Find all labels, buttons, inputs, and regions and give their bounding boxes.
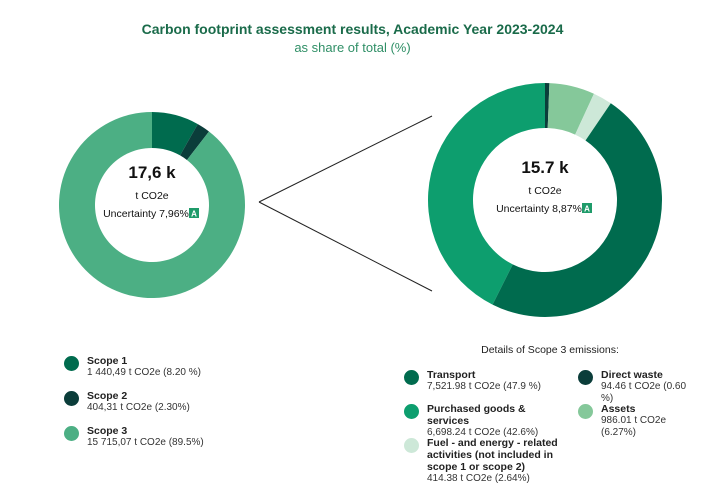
legend-title: Details of Scope 3 emissions: bbox=[481, 344, 619, 356]
donut-segment bbox=[59, 112, 246, 298]
badge bbox=[189, 208, 199, 218]
legend-name: Direct waste bbox=[601, 369, 663, 381]
legend-swatch bbox=[64, 426, 79, 441]
legend-text: Transport 7,521.98 t CO2e (47.9 %) bbox=[427, 369, 541, 393]
legend-name: Transport bbox=[427, 369, 476, 381]
donut-segment bbox=[547, 83, 594, 135]
center-unit: t CO2e bbox=[135, 190, 168, 202]
legend-item: Fuel - and energy - related activities (… bbox=[404, 437, 559, 485]
legend-text: Scope 2 404,31 t CO2e (2.30%) bbox=[87, 390, 190, 414]
legend-swatch bbox=[578, 370, 593, 385]
subtitle: as share of total (%) bbox=[294, 40, 411, 55]
donut-segment bbox=[545, 83, 550, 129]
value-label: 986.01 t CO2e (6.27%) bbox=[601, 415, 667, 438]
legend-text: Purchased goods & services 6,698.24 t CO2… bbox=[427, 403, 559, 439]
uncertainty: Uncertainty 8,87% bbox=[496, 203, 582, 215]
legend-swatch bbox=[64, 391, 79, 406]
value-label: 94.46 t CO2e (0.60 %) bbox=[601, 381, 687, 404]
value-label: 404,31 t CO2e (2.30%) bbox=[87, 402, 190, 413]
legend-name: Fuel - and energy - related activities (… bbox=[427, 437, 558, 473]
connector bbox=[258, 201, 433, 292]
legend-item: Direct waste 94.46 t CO2e (0.60 %) bbox=[578, 369, 698, 405]
legend-item: Scope 2 404,31 t CO2e (2.30%) bbox=[64, 390, 264, 414]
legend-item: Purchased goods & services 6,698.24 t CO2… bbox=[404, 403, 559, 439]
legend-name: Assets bbox=[601, 403, 636, 415]
legend-swatch bbox=[404, 404, 419, 419]
legend-swatch bbox=[404, 370, 419, 385]
legend-item: Assets 986.01 t CO2e (6.27%) bbox=[578, 403, 698, 439]
center-unit: t CO2e bbox=[528, 185, 561, 197]
value-label: 1 440,49 t CO2e (8.20 %) bbox=[87, 367, 201, 378]
connector bbox=[258, 115, 433, 203]
legend-text: Direct waste 94.46 t CO2e (0.60 %) bbox=[601, 369, 698, 405]
badge bbox=[582, 203, 592, 213]
donut-segment bbox=[492, 103, 663, 318]
legend-name: Scope 3 bbox=[87, 425, 128, 437]
badge-label: A bbox=[584, 205, 590, 214]
value-label: 414.38 t CO2e (2.64%) bbox=[427, 473, 530, 484]
title: Carbon footprint assessment results, Aca… bbox=[141, 21, 564, 37]
value-label: 7,521.98 t CO2e (47.9 %) bbox=[427, 381, 541, 392]
legend-name: Purchased goods & services bbox=[427, 403, 526, 427]
donut-segment bbox=[575, 93, 611, 141]
legend-text: Fuel - and energy - related activities (… bbox=[427, 437, 559, 485]
legend-text: Assets 986.01 t CO2e (6.27%) bbox=[601, 403, 698, 439]
legend-text: Scope 3 15 715,07 t CO2e (89.5%) bbox=[87, 425, 204, 449]
legend-item: Transport 7,521.98 t CO2e (47.9 %) bbox=[404, 369, 559, 393]
badge-label: A bbox=[191, 210, 197, 219]
value-label: 15 715,07 t CO2e (89.5%) bbox=[87, 437, 204, 448]
legend-swatch bbox=[404, 438, 419, 453]
donut-segment bbox=[427, 83, 545, 305]
center-value: 15.7 k bbox=[521, 158, 569, 177]
donut-segment bbox=[152, 112, 198, 156]
center-value: 17,6 k bbox=[128, 163, 176, 182]
value-label: 6,698.24 t CO2e (42.6%) bbox=[427, 427, 539, 438]
legend-item: Scope 3 15 715,07 t CO2e (89.5%) bbox=[64, 425, 264, 449]
legend-name: Scope 1 bbox=[87, 355, 128, 367]
donut-segment bbox=[180, 124, 210, 160]
legend-name: Scope 2 bbox=[87, 390, 128, 402]
uncertainty: Uncertainty 7,96% bbox=[103, 208, 189, 220]
legend-swatch bbox=[64, 356, 79, 371]
legend-swatch bbox=[578, 404, 593, 419]
